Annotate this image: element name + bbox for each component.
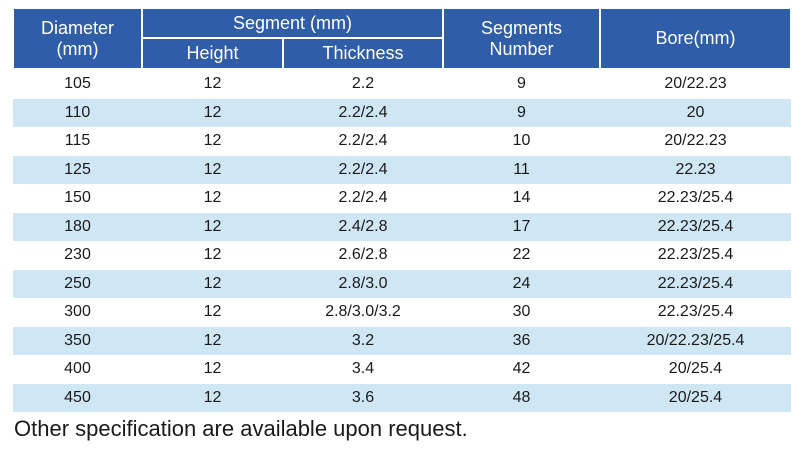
cell-thickness: 2.2/2.4 (283, 184, 443, 213)
cell-bore: 20/22.23 (600, 69, 791, 99)
table-row: 230 12 2.6/2.8 22 22.23/25.4 (13, 241, 791, 270)
cell-thickness: 2.2/2.4 (283, 155, 443, 184)
table-row: 350 12 3.2 36 20/22.23/25.4 (13, 326, 791, 355)
table-row: 180 12 2.4/2.8 17 22.23/25.4 (13, 212, 791, 241)
footnote: Other specification are available upon r… (14, 416, 468, 441)
cell-bore: 20/22.23 (600, 127, 791, 156)
cell-height: 12 (142, 98, 283, 127)
cell-bore: 22.23/25.4 (600, 269, 791, 298)
cell-diameter: 400 (13, 355, 142, 384)
cell-height: 12 (142, 69, 283, 99)
cell-bore: 22.23/25.4 (600, 241, 791, 270)
header-segment: Segment (mm) (141, 7, 444, 39)
cell-bore: 20/22.23/25.4 (600, 326, 791, 355)
cell-thickness: 3.2 (283, 326, 443, 355)
cell-thickness: 3.4 (283, 355, 443, 384)
table-row: 110 12 2.2/2.4 9 20 (13, 98, 791, 127)
cell-thickness: 2.2/2.4 (283, 98, 443, 127)
cell-segments: 10 (443, 127, 600, 156)
cell-height: 12 (142, 184, 283, 213)
cell-thickness: 2.2 (283, 69, 443, 99)
cell-bore: 20/25.4 (600, 355, 791, 384)
header-height: Height (141, 37, 284, 70)
cell-diameter: 350 (13, 326, 142, 355)
cell-thickness: 2.8/3.0 (283, 269, 443, 298)
spec-table-body: 105 12 2.2 9 20/22.23 110 12 2.2/2.4 9 20 115 12 2.2… (13, 69, 791, 412)
cell-height: 12 (142, 326, 283, 355)
cell-height: 12 (142, 127, 283, 156)
cell-thickness: 3.6 (283, 383, 443, 412)
cell-height: 12 (142, 383, 283, 412)
cell-diameter: 110 (13, 98, 142, 127)
cell-segments: 48 (443, 383, 600, 412)
cell-segments: 30 (443, 298, 600, 327)
cell-height: 12 (142, 241, 283, 270)
header-diameter-line1: Diameter (40, 17, 115, 38)
cell-segments: 24 (443, 269, 600, 298)
header-segments-line1: Segments (480, 17, 563, 38)
cell-diameter: 450 (13, 383, 142, 412)
table-row: 450 12 3.6 48 20/25.4 (13, 383, 791, 412)
cell-height: 12 (142, 155, 283, 184)
cell-segments: 17 (443, 212, 600, 241)
header-bore: Bore(mm) (599, 7, 792, 70)
cell-thickness: 2.2/2.4 (283, 127, 443, 156)
cell-diameter: 250 (13, 269, 142, 298)
table-row: 150 12 2.2/2.4 14 22.23/25.4 (13, 184, 791, 213)
cell-bore: 22.23 (600, 155, 791, 184)
cell-diameter: 125 (13, 155, 142, 184)
cell-bore: 20 (600, 98, 791, 127)
header-segments-line2: Number (489, 38, 554, 59)
cell-height: 12 (142, 355, 283, 384)
cell-bore: 22.23/25.4 (600, 212, 791, 241)
cell-bore: 20/25.4 (600, 383, 791, 412)
cell-diameter: 300 (13, 298, 142, 327)
cell-segments: 22 (443, 241, 600, 270)
header-diameter-line2: (mm) (56, 38, 99, 59)
table-row: 300 12 2.8/3.0/3.2 30 22.23/25.4 (13, 298, 791, 327)
cell-segments: 14 (443, 184, 600, 213)
cell-height: 12 (142, 212, 283, 241)
cell-thickness: 2.6/2.8 (283, 241, 443, 270)
cell-segments: 36 (443, 326, 600, 355)
cell-diameter: 180 (13, 212, 142, 241)
table-row: 400 12 3.4 42 20/25.4 (13, 355, 791, 384)
cell-segments: 42 (443, 355, 600, 384)
cell-height: 12 (142, 269, 283, 298)
cell-height: 12 (142, 298, 283, 327)
cell-segments: 9 (443, 69, 600, 99)
cell-diameter: 105 (13, 69, 142, 99)
header-thickness: Thickness (282, 37, 444, 70)
table-row: 125 12 2.2/2.4 11 22.23 (13, 155, 791, 184)
cell-segments: 11 (443, 155, 600, 184)
cell-thickness: 2.8/3.0/3.2 (283, 298, 443, 327)
table-row: 115 12 2.2/2.4 10 20/22.23 (13, 127, 791, 156)
table-row: 250 12 2.8/3.0 24 22.23/25.4 (13, 269, 791, 298)
cell-diameter: 115 (13, 127, 142, 156)
cell-bore: 22.23/25.4 (600, 298, 791, 327)
cell-bore: 22.23/25.4 (600, 184, 791, 213)
cell-diameter: 230 (13, 241, 142, 270)
table-row: 105 12 2.2 9 20/22.23 (13, 69, 791, 99)
cell-diameter: 150 (13, 184, 142, 213)
cell-thickness: 2.4/2.8 (283, 212, 443, 241)
header-diameter: Diameter (mm) (12, 7, 143, 70)
header-segments-number: Segments Number (442, 7, 601, 70)
spec-table: Diameter (mm) Segment (mm) Segments Numb… (12, 7, 792, 412)
cell-segments: 9 (443, 98, 600, 127)
